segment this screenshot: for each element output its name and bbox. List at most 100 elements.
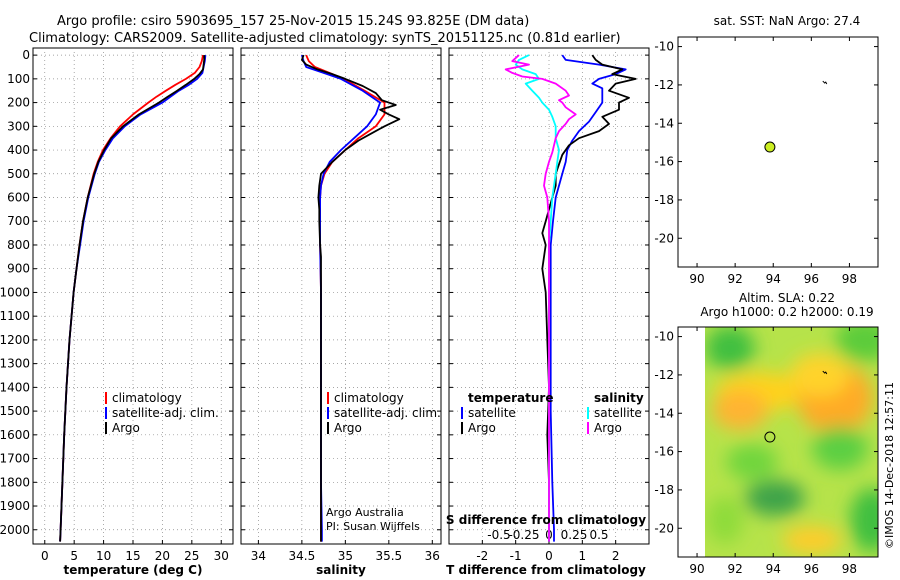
difference-xlabel: T difference from climatology [446,563,646,577]
lon-tick-label: 94 [766,272,781,286]
series-argo [300,54,401,542]
lat-tick-label: -10 [654,330,674,344]
x-tick-label: 1 [579,549,587,563]
profile-location-marker [764,141,776,153]
lon-tick-label: 90 [689,562,704,576]
lon-tick-label: 94 [766,562,781,576]
legend-label-satellite: satellite-adj. clim. [334,406,441,420]
sla-map-gap [678,327,705,557]
float-track-mark [822,370,828,375]
legend-title-temperature: temperature [468,391,553,405]
legend-label-t-argo: Argo [468,421,496,435]
lon-tick-label: 92 [728,562,743,576]
s-tick-label: 0.25 [561,528,588,542]
legend-label-argo: Argo [334,421,362,435]
depth-tick-label: 700 [7,214,30,228]
lon-tick-label: 98 [842,562,857,576]
s-difference-label: S difference from climatology [446,513,646,527]
x-tick-label: -1 [510,549,522,563]
x-tick-label: 0 [41,549,49,563]
s-tick-label: -0.25 [508,528,539,542]
sla-high-west [712,390,768,430]
lat-tick-label: -12 [654,78,674,92]
difference-panel: -2 -1 0 1 2 -0.5-0.25 0 0.25 0.5 T difference f… [446,47,650,577]
salinity-xlabel: salinity [316,563,366,577]
lat-tick-label: -16 [654,155,674,169]
depth-tick-label: 1100 [0,309,30,323]
depth-tick-labels: 0 100 200 300 400 500 600 700 800 900 1000 1100 1200… [0,48,30,537]
legend-label-satellite: satellite-adj. clim. [112,406,219,420]
depth-tick-label: 1900 [0,499,30,513]
s-tick-label: 0.5 [589,528,608,542]
profile-location-marker [764,431,776,443]
depth-tick-label: 1800 [0,475,30,489]
lon-tick-label: 98 [842,272,857,286]
sla-map-frame [677,326,879,558]
x-tick-label: 34.5 [289,549,316,563]
x-tick-label: 25 [184,549,199,563]
depth-tick-label: 1000 [0,285,30,299]
x-tick-label: 2 [612,549,620,563]
depth-tick-label: 600 [7,191,30,205]
legend-title-salinity: salinity [594,391,644,405]
series-t-satellite [549,54,627,542]
depth-tick-label: 300 [7,119,30,133]
sla-map-title1: Altim. SLA: 0.22 [739,291,835,305]
x-tick-label: 34 [251,549,266,563]
sla-heatmap [705,327,878,557]
depth-tick-label: 800 [7,238,30,252]
sla-low-sw [726,444,778,480]
legend-label-t-satellite: satellite [468,406,516,420]
depth-tick-label: 400 [7,143,30,157]
legend-label-s-satellite: satellite [594,406,642,420]
x-tick-label: 0 [545,549,553,563]
depth-tick-label: 1600 [0,428,30,442]
lon-tick-label: 90 [689,272,704,286]
legend-label-argo: Argo [112,421,140,435]
sla-low-s [745,480,805,516]
depth-tick-label: 2000 [0,523,30,537]
salinity-panel: 34 34.5 35 35.5 36 salinity climatology sate… [240,47,442,577]
credit-argo-australia: Argo Australia [326,506,404,519]
sst-map-frame [677,36,879,268]
legend-label-s-argo: Argo [594,421,622,435]
temperature-panel: 0100200300400500600700800900100011001200… [0,47,234,577]
s-tick-label: -0.5 [487,528,510,542]
temperature-legend: climatology satellite-adj. clim. Argo [105,391,219,435]
x-tick-label: 36 [425,549,440,563]
lon-tick-label: 96 [804,272,819,286]
salinity-frame [240,47,442,545]
x-tick-label: 20 [155,549,170,563]
credit-pi: PI: Susan Wijffels [326,520,420,533]
x-tick-label: 15 [125,549,140,563]
sst-map-title: sat. SST: NaN Argo: 27.4 [714,14,861,28]
sla-high-s [782,526,842,554]
header-line1: Argo profile: csiro 5903695_157 25-Nov-2… [57,14,529,29]
depth-tick-label: 900 [7,262,30,276]
sla-low-sw2 [707,496,743,544]
depth-tick-label: 200 [7,96,30,110]
lat-tick-label: -10 [654,40,674,54]
lon-tick-label: 92 [728,272,743,286]
depth-tick-label: 1300 [0,357,30,371]
depth-tick-label: 1400 [0,380,30,394]
lat-tick-label: -18 [654,483,674,497]
x-tick-label: 35 [338,549,353,563]
legend-label-climatology: climatology [334,391,404,405]
difference-legend: temperature satellite Argo salinity sate… [461,391,644,435]
sla-map-title2: Argo h1000: 0.2 h2000: 0.19 [700,305,873,319]
lat-tick-label: -20 [654,231,674,245]
series-t-argo [541,54,637,542]
sla-low-se [812,426,868,470]
lat-tick-label: -14 [654,406,674,420]
x-tick-label: 10 [96,549,111,563]
depth-tick-label: 1700 [0,452,30,466]
depth-tick-label: 1500 [0,404,30,418]
header-line2: Climatology: CARS2009. Satellite-adjuste… [29,31,621,46]
legend-label-climatology: climatology [112,391,182,405]
depth-tick-label: 1200 [0,333,30,347]
lon-tick-label: 96 [804,562,819,576]
imos-caption: ©IMOS 14-Dec-2018 12:57:11 [883,382,896,549]
x-tick-label: 30 [214,549,229,563]
